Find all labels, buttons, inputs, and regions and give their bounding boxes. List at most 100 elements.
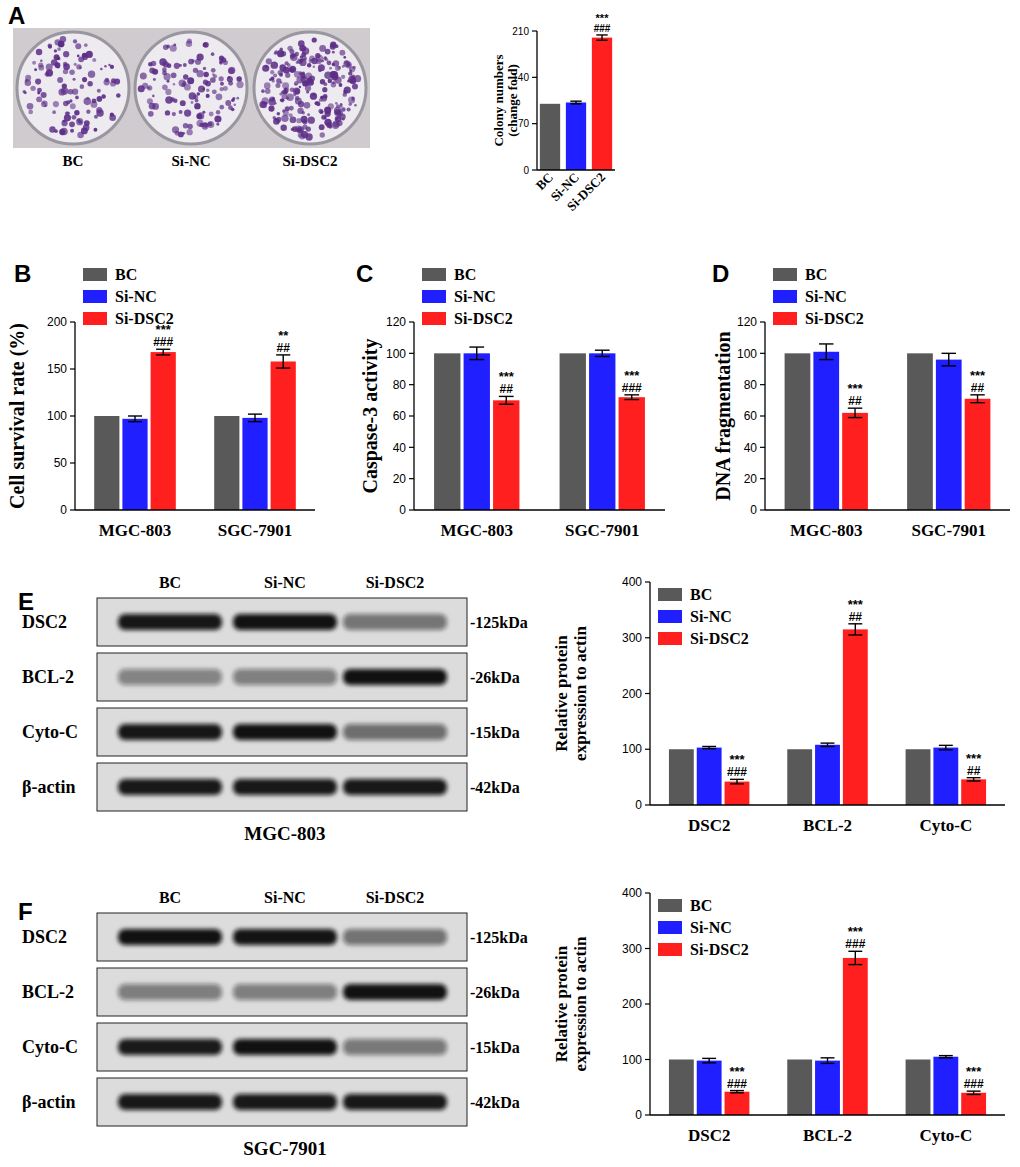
colony: [335, 102, 338, 105]
colony: [275, 83, 280, 88]
y-tick: [409, 415, 414, 416]
colony: [271, 61, 278, 68]
colony: [343, 56, 346, 59]
colony: [310, 93, 317, 100]
colony: [299, 86, 302, 89]
colony: [339, 113, 346, 120]
colony: [59, 129, 65, 135]
colony: [282, 99, 285, 102]
significance-hash: ##: [848, 394, 862, 408]
cell-line-label: MGC-803: [244, 823, 325, 844]
colony: [271, 97, 275, 101]
error-stem: [948, 353, 949, 366]
colony: [37, 88, 42, 93]
y-tick: [409, 509, 414, 510]
colony: [349, 66, 355, 72]
y-tick: [760, 447, 765, 448]
colony: [36, 96, 42, 102]
y-tick: [409, 321, 414, 322]
dish: [17, 32, 129, 144]
colony: [323, 57, 327, 61]
colony: [348, 71, 352, 75]
marks: [434, 347, 645, 510]
colony: [283, 67, 290, 74]
colony: [44, 105, 46, 107]
colony: [24, 91, 27, 94]
colony: [291, 128, 294, 131]
error-cap: [939, 1057, 953, 1058]
colony: [57, 77, 63, 83]
error-cap: [821, 742, 835, 743]
colony-image: Si-DSC2: [250, 28, 370, 169]
colony: [315, 101, 319, 105]
colony-image: BC: [13, 28, 133, 169]
colony: [84, 98, 92, 106]
y-tick-label: 0: [635, 798, 642, 812]
y-tick: [70, 368, 75, 369]
error-bar: [156, 349, 170, 355]
colony: [273, 116, 276, 119]
colony: [319, 124, 325, 130]
colony: [78, 56, 84, 62]
legend-swatch: [422, 312, 446, 325]
error-bar: [821, 743, 835, 746]
colony: [56, 56, 60, 60]
y-tick-label: 40: [393, 441, 407, 455]
bar: [566, 102, 586, 170]
protein-label: β-actin: [22, 777, 75, 797]
error-cap: [730, 783, 744, 784]
blot-band: [118, 1094, 222, 1110]
bar: [242, 418, 267, 510]
colony: [289, 113, 293, 117]
blot-strip: [97, 1023, 467, 1071]
size-label: -42kDa: [470, 1094, 520, 1111]
y-axis-label-line: expression to actin: [571, 626, 590, 761]
y-tick-label: 0: [523, 165, 529, 176]
significance-hash: ###: [727, 765, 747, 779]
y-axis-label: Relative proteinexpression to actin: [552, 936, 590, 1071]
colony: [280, 81, 283, 84]
bar: [589, 353, 615, 510]
y-axis-label-line: Relative protein: [552, 635, 571, 752]
marks: [785, 344, 991, 510]
bar: [560, 353, 586, 510]
colony: [69, 121, 75, 127]
colony: [163, 61, 169, 67]
legend: BCSi-NCSi-DSC2: [773, 266, 864, 327]
bar: [815, 745, 840, 805]
y-tick-label: 0: [635, 1108, 642, 1122]
colony: [28, 110, 33, 115]
error-stem: [631, 395, 632, 400]
bar: [592, 38, 612, 170]
cell-line-label: SGC-7901: [243, 1138, 326, 1159]
legend-swatch: [658, 921, 682, 934]
error-stem: [254, 414, 255, 422]
colony: [278, 70, 283, 75]
colony: [274, 102, 276, 104]
error-cap: [730, 1092, 744, 1093]
colony: [79, 66, 82, 69]
blot-strip: [97, 1078, 467, 1126]
y-axis-label-line: (change fold): [505, 64, 520, 137]
y-tick: [409, 353, 414, 354]
colony: [40, 59, 43, 62]
lane-label: Si-DSC2: [366, 574, 425, 591]
annotations: ##***##***: [847, 368, 986, 408]
error-cap: [596, 40, 607, 41]
colony: [77, 119, 80, 122]
colony: [70, 129, 74, 133]
blot-band: [233, 929, 337, 945]
colony: [281, 90, 285, 94]
colony: [110, 81, 116, 87]
colony: [318, 109, 323, 114]
protein-label: DSC2: [22, 927, 67, 947]
colony: [182, 132, 185, 135]
colony: [280, 124, 286, 130]
legend-label: BC: [454, 266, 476, 283]
legend-swatch: [773, 290, 797, 303]
blot-band: [118, 779, 222, 795]
colony: [67, 112, 70, 115]
colony: [324, 82, 328, 86]
legend-label: Si-NC: [454, 288, 496, 305]
significance-star: ***: [624, 368, 640, 383]
